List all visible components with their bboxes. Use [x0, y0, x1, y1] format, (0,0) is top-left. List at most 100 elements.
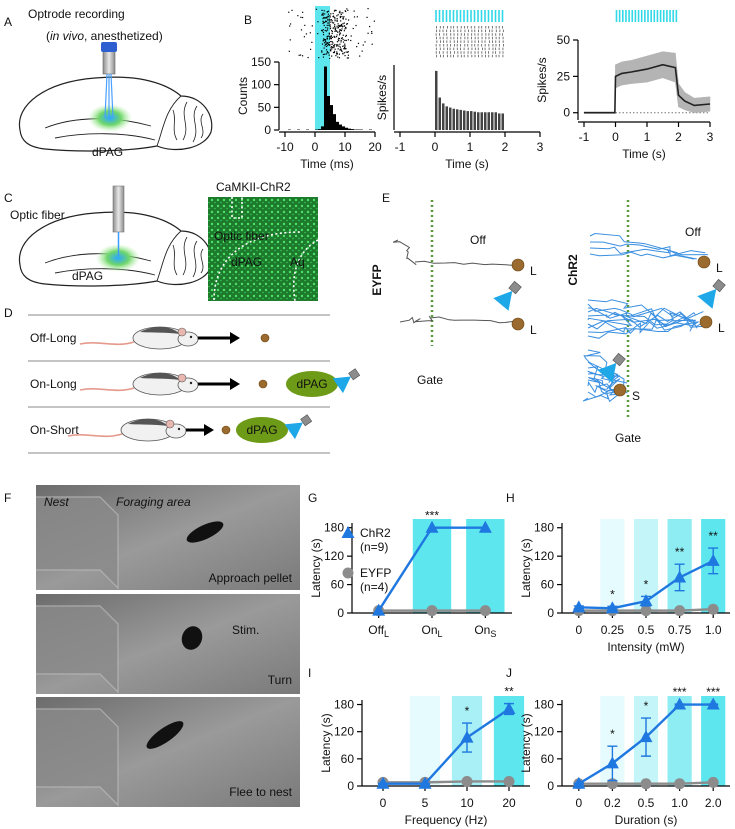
raster-dot [341, 37, 344, 39]
hist-bar [333, 114, 336, 130]
raster-dot [344, 10, 346, 12]
raster-dot [326, 11, 328, 13]
raster-dot [362, 44, 364, 46]
raster-dot [307, 56, 309, 59]
raster-dot [327, 10, 330, 12]
trajectory [414, 260, 513, 266]
raster-dot [331, 32, 333, 35]
raster-dot [337, 39, 339, 41]
raster-dot [335, 55, 337, 57]
pellet [221, 425, 231, 435]
raster-dot [340, 41, 342, 43]
image-text: dPAG [231, 255, 262, 269]
raster-dot [317, 21, 319, 23]
laser-beam [332, 376, 351, 394]
raster-dot [321, 29, 323, 32]
raster-dot [343, 30, 345, 32]
significance: * [465, 704, 470, 718]
stim-band [412, 519, 452, 613]
hist-bar [342, 126, 345, 130]
panel-letter: H [506, 491, 515, 505]
raster-dot [331, 48, 333, 50]
y-axis-label: Latency (s) [519, 713, 533, 772]
hist-bar [438, 97, 441, 130]
raster-dot [321, 13, 324, 15]
raster-dot [321, 14, 323, 16]
mouse-ear [165, 419, 175, 429]
x-tick-label: 3 [537, 140, 544, 154]
category-text: Off [368, 623, 384, 637]
zone-label: Nest [44, 495, 69, 509]
marker [674, 778, 686, 790]
significance: ** [504, 685, 514, 699]
marker [706, 553, 720, 566]
arrow-head [230, 378, 240, 390]
x-tick-label: 5 [422, 796, 429, 810]
raster-dot [325, 49, 328, 51]
raster-dot [325, 20, 328, 23]
raster-dot [338, 31, 341, 33]
raster-dot [327, 16, 329, 18]
hist-bar [351, 129, 354, 130]
laser-housing [348, 368, 361, 381]
raster-dot [338, 57, 341, 59]
raster-dot [323, 17, 326, 19]
raster-dot [334, 17, 336, 19]
row-label: Off-Long [30, 331, 76, 345]
panel-letter: B [244, 13, 252, 27]
hist-bar [318, 129, 321, 130]
significance: * [644, 577, 649, 591]
laser-beam [493, 290, 513, 311]
subtitle-part: in vivo [50, 29, 84, 43]
fiber-body [112, 185, 125, 233]
raster-dot [334, 9, 336, 11]
panel-letter: E [382, 191, 390, 205]
image-text: Aq [290, 255, 305, 269]
raster-dot [303, 36, 305, 38]
hist-bar [452, 108, 455, 130]
raster-dot [343, 52, 346, 54]
raster-dot [324, 43, 327, 45]
trajectory [587, 380, 627, 395]
hist-bar [345, 127, 348, 130]
raster-dot [336, 18, 338, 20]
raster-dot [338, 53, 341, 55]
light-glow [88, 104, 132, 132]
raster-dot [336, 45, 338, 47]
raster-dot [331, 41, 333, 43]
raster-dot [332, 27, 334, 29]
frame-label: Flee to nest [229, 785, 292, 799]
raster-dot [339, 32, 342, 34]
hist-bar [336, 121, 339, 130]
raster-dot [323, 47, 325, 49]
laser-icon [493, 280, 522, 311]
raster-dot [342, 17, 344, 19]
category-text: On [421, 623, 437, 637]
hist-bar [330, 105, 333, 130]
raster-dot [356, 46, 358, 48]
raster-dot [345, 27, 347, 29]
pellet [260, 333, 270, 343]
laser-housing [612, 352, 626, 367]
y-tick-label: 0 [547, 779, 554, 793]
raster-dot [288, 50, 290, 52]
laser-housing [508, 280, 522, 295]
line [584, 63, 711, 114]
raster-dot [324, 40, 327, 42]
raster-dot [345, 39, 347, 42]
raster-dot [361, 50, 363, 52]
raster-dot [336, 30, 338, 32]
mouse-tail [67, 433, 123, 438]
marker [639, 730, 653, 743]
raster-dot [337, 37, 340, 39]
raster-dot [311, 41, 313, 43]
pellet [511, 258, 525, 272]
raster-dot [343, 25, 345, 27]
pellet-label: L [716, 261, 723, 275]
laser-icon [597, 352, 626, 383]
raster-dot [340, 48, 342, 50]
raster-dot [344, 28, 346, 30]
x-tick-label: 0.2 [604, 796, 621, 810]
mouse-silhouette [186, 521, 224, 543]
